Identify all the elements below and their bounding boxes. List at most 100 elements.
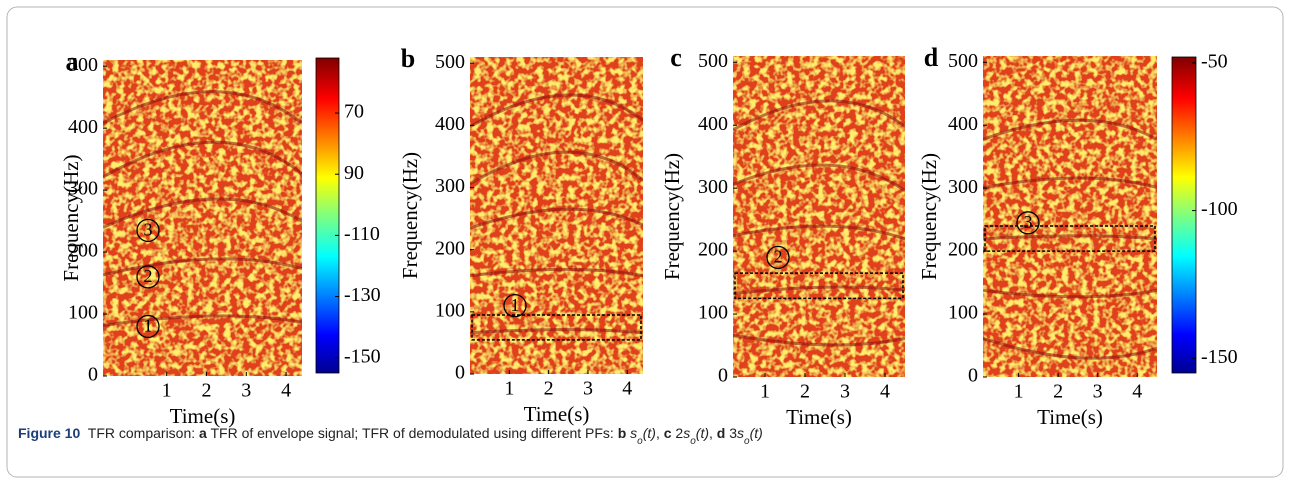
y-tick-label: 300: [68, 178, 98, 200]
ridge: [470, 93, 643, 129]
y-tick-label: 300: [435, 175, 465, 197]
colorbar-tick-label: 90: [344, 162, 364, 184]
ridge: [983, 176, 1157, 190]
y-tick-label: 500: [435, 51, 465, 73]
marker-label: 2: [774, 247, 783, 267]
panel: c Frequency(Hz) Time(s) 0 100 200 300 400 500 1 2 3…: [660, 43, 905, 429]
x-axis-label: Time(s): [170, 404, 236, 428]
y-tick-label: 100: [435, 299, 465, 321]
ridge: [103, 314, 302, 327]
ridge: [983, 234, 1157, 241]
colorbar: [1171, 56, 1197, 374]
y-tick-label: 500: [68, 54, 98, 76]
y-tick-label: 400: [948, 113, 978, 135]
marker-circle: [136, 314, 160, 339]
spectrogram: [733, 56, 905, 377]
caption-segment: ,: [656, 425, 664, 441]
x-tick-label: 4: [281, 380, 291, 402]
x-tick-label: 1: [162, 380, 172, 402]
y-axis-label: Frequency(Hz): [59, 154, 83, 281]
x-axis-label: Time(s): [524, 402, 590, 426]
colorbar-tick-label: -50: [1201, 51, 1228, 73]
x-tick-label: 3: [840, 381, 850, 403]
caption-segment: TFR of envelope signal; TFR of demodulat…: [207, 425, 618, 441]
panel-letter: b: [401, 44, 415, 73]
marker-circle: [1016, 211, 1040, 235]
y-tick-label: 200: [948, 239, 978, 261]
ridge: [470, 150, 643, 186]
ridge: [103, 90, 302, 125]
spectrogram: [103, 60, 302, 376]
panel: b Frequency(Hz) Time(s) 0 100 200 300 400 500 1 2 3…: [398, 44, 643, 426]
y-tick-label: 200: [435, 237, 465, 259]
caption: Figure 10 TFR comparison: a TFR of envel…: [18, 425, 763, 447]
marker-label: 3: [144, 220, 153, 240]
x-tick-label: 3: [583, 378, 593, 400]
panel: d Frequency(Hz) Time(s) 0 100 200 300 400 500 1 2 3…: [917, 43, 1238, 429]
caption-segment: o: [744, 436, 750, 447]
colorbar-tick-label: -130: [344, 284, 381, 306]
caption-segment: Figure 10: [18, 425, 80, 441]
caption-segment: o: [690, 436, 696, 447]
marker-label: 2: [144, 266, 153, 286]
ridge: [733, 99, 905, 132]
caption-segment: a: [199, 425, 207, 441]
y-tick-label: 0: [455, 362, 465, 384]
x-tick-label: 2: [201, 380, 211, 402]
ridge: [983, 118, 1157, 141]
panel-letter: c: [670, 43, 682, 72]
caption-segment: (t): [750, 425, 763, 441]
marker-circle: [503, 293, 527, 318]
caption-segment: 3: [725, 425, 737, 441]
y-tick-label: 400: [435, 113, 465, 135]
marker-label: 1: [511, 295, 520, 315]
panel-letter: a: [66, 47, 79, 76]
caption-segment: c: [664, 425, 672, 441]
caption-segment: s: [683, 425, 690, 441]
spectrogram-image: [983, 56, 1157, 377]
spectrogram-image: [103, 60, 302, 376]
y-axis-label: Frequency(Hz): [917, 153, 941, 280]
y-tick-label: 500: [698, 50, 728, 72]
y-tick-label: 100: [68, 302, 98, 324]
y-tick-label: 400: [68, 116, 98, 138]
spectrogram: [470, 57, 643, 374]
ridge: [733, 333, 905, 347]
x-tick-label: 1: [504, 378, 514, 400]
ridge: [470, 207, 643, 230]
marker-circle: [136, 265, 160, 289]
colorbar-tick-label: -100: [1201, 198, 1238, 220]
caption-segment: o: [637, 436, 643, 447]
y-tick-label: 0: [88, 364, 98, 386]
ridge: [470, 267, 643, 278]
x-tick-label: 4: [622, 378, 632, 400]
y-tick-label: 100: [698, 302, 728, 324]
caption-segment: (t): [696, 425, 709, 441]
y-tick-label: 300: [698, 176, 728, 198]
x-tick-label: 2: [1053, 381, 1063, 403]
band-box: [734, 272, 904, 300]
band-box: [471, 314, 642, 341]
x-axis-label: Time(s): [1037, 405, 1103, 429]
band-box: [984, 225, 1156, 252]
ridge: [983, 337, 1157, 360]
spectrogram: [983, 56, 1157, 377]
y-tick-label: 500: [948, 50, 978, 72]
colorbar-tick-label: -150: [1201, 346, 1238, 368]
caption-segment: d: [717, 425, 726, 441]
caption-segment: s: [626, 425, 637, 441]
ridge: [470, 328, 643, 335]
ridge: [983, 288, 1157, 299]
x-tick-label: 1: [760, 381, 770, 403]
marker-circle: [136, 218, 160, 243]
y-tick-label: 300: [948, 176, 978, 198]
ridge: [103, 197, 302, 229]
y-tick-label: 100: [948, 302, 978, 324]
caption-segment: 2: [672, 425, 684, 441]
panel-letter: d: [924, 43, 939, 72]
frame: [6, 6, 1284, 478]
x-tick-label: 1: [1014, 381, 1024, 403]
ridge: [103, 140, 302, 179]
colorbar-tick-label: -150: [344, 345, 381, 367]
marker-label: 1: [144, 316, 153, 336]
